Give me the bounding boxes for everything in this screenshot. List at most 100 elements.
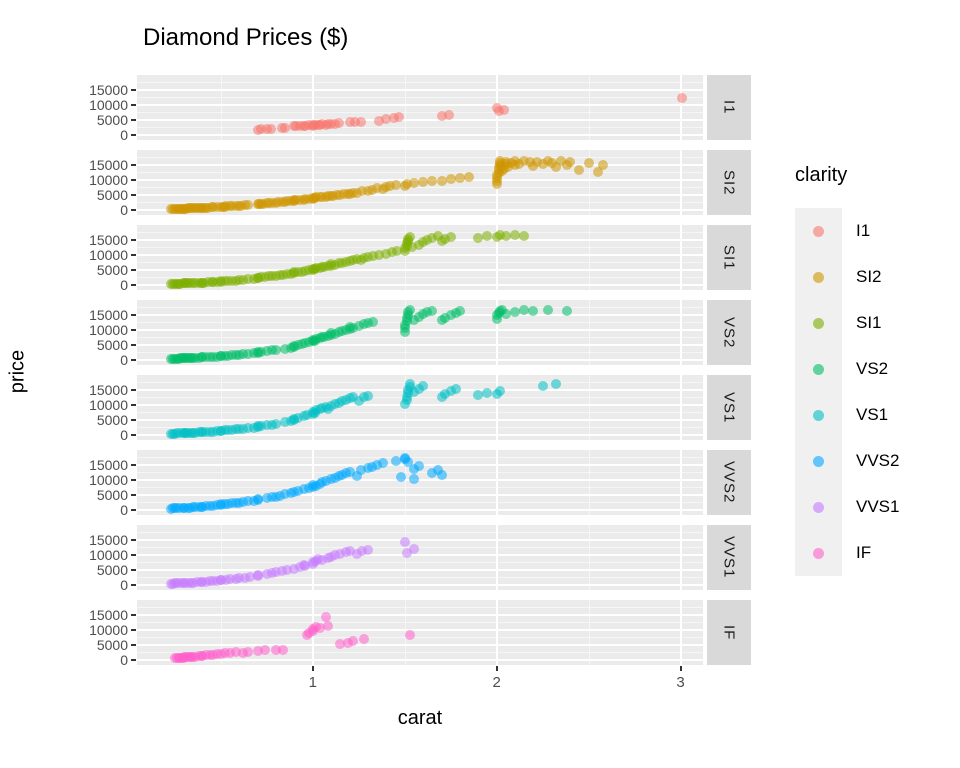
data-point xyxy=(677,92,688,103)
data-point xyxy=(421,235,432,245)
data-point xyxy=(357,546,368,557)
gridline-y-major xyxy=(137,194,703,196)
data-point xyxy=(366,184,377,195)
data-point xyxy=(372,183,383,194)
gridline-y-major xyxy=(137,329,703,331)
panel-si2 xyxy=(137,150,703,215)
data-point xyxy=(421,307,432,317)
data-point xyxy=(344,117,355,128)
gridline-x-minor xyxy=(588,600,590,665)
panel-i1 xyxy=(137,75,703,140)
gridline-y-major xyxy=(137,494,703,496)
panel-vvs1 xyxy=(137,525,703,590)
data-point xyxy=(440,389,451,400)
facet-strip-label: VVS1 xyxy=(720,536,738,579)
data-point xyxy=(451,383,462,394)
gridline-y-minor xyxy=(137,487,703,488)
facet-strip-vs2: VS2 xyxy=(707,300,751,365)
data-point xyxy=(510,229,521,240)
gridline-x-minor xyxy=(404,225,406,290)
y-axis-tick xyxy=(131,494,136,496)
y-axis-tick-label: 5000 xyxy=(96,336,128,353)
data-point xyxy=(252,570,263,581)
gridline-x-major xyxy=(679,450,682,515)
data-point xyxy=(271,567,282,578)
legend-item-label: VS2 xyxy=(856,359,889,378)
data-point xyxy=(256,124,267,134)
gridline-y-major xyxy=(137,209,703,211)
y-axis-tick xyxy=(131,239,136,241)
y-axis-tick xyxy=(131,584,136,586)
y-axis-tick xyxy=(131,329,136,331)
gridline-x-minor xyxy=(588,525,590,590)
data-point xyxy=(237,497,248,508)
data-point xyxy=(537,380,548,391)
data-point xyxy=(401,179,412,190)
data-point xyxy=(519,155,530,166)
y-axis-tick-label: 0 xyxy=(120,426,128,443)
gridline-y-major xyxy=(137,434,703,436)
y-axis-tick-label: 10000 xyxy=(89,171,128,188)
facet-strip-label: I1 xyxy=(720,100,738,115)
data-point xyxy=(239,572,250,583)
gridline-x-minor xyxy=(404,450,406,515)
data-point xyxy=(259,645,270,656)
gridline-x-minor xyxy=(588,150,590,215)
legend-item-label: VVS2 xyxy=(856,451,900,470)
data-point xyxy=(335,639,346,650)
y-axis-tick xyxy=(131,89,136,91)
gridline-x-major xyxy=(679,300,682,365)
facet-strip-label: IF xyxy=(720,624,738,641)
gridline-y-minor xyxy=(137,472,703,473)
data-point xyxy=(316,554,327,565)
gridline-x-minor xyxy=(220,375,222,440)
data-point xyxy=(510,306,521,317)
data-point xyxy=(556,156,567,167)
x-axis-tick xyxy=(679,666,682,671)
gridline-x-major xyxy=(311,225,314,290)
facet-strip-si1: SI1 xyxy=(707,225,751,290)
y-axis-tick xyxy=(131,419,136,421)
data-point xyxy=(427,175,438,186)
data-point xyxy=(362,391,373,401)
data-point xyxy=(215,574,226,585)
x-axis-tick-label: 3 xyxy=(676,674,685,691)
legend-key-dot xyxy=(813,225,824,237)
data-point xyxy=(368,317,379,328)
y-axis-tick xyxy=(131,644,136,646)
data-point xyxy=(399,537,410,548)
data-point xyxy=(373,250,384,260)
gridline-y-major xyxy=(137,584,703,586)
data-point xyxy=(418,380,429,391)
data-point xyxy=(377,457,388,468)
data-point xyxy=(519,305,530,316)
data-point xyxy=(388,113,399,124)
data-point xyxy=(390,180,401,191)
y-axis-tick xyxy=(131,314,136,316)
facet-strip-if: IF xyxy=(707,600,751,665)
data-point xyxy=(528,306,539,317)
y-axis-tick xyxy=(131,284,136,286)
gridline-x-major xyxy=(495,375,498,440)
data-point xyxy=(427,467,438,478)
data-point xyxy=(473,390,484,401)
panel-vvs2 xyxy=(137,450,703,515)
legend-key-dot xyxy=(813,501,824,513)
y-axis-tick xyxy=(131,434,136,436)
y-axis-tick xyxy=(131,659,136,661)
data-point xyxy=(271,645,282,656)
data-point xyxy=(265,123,276,134)
data-point xyxy=(408,464,419,475)
data-point xyxy=(396,472,407,483)
data-point xyxy=(280,489,291,500)
data-point xyxy=(583,158,594,169)
data-point xyxy=(293,485,304,496)
data-point xyxy=(454,173,465,184)
y-axis-tick-label: 10000 xyxy=(89,396,128,413)
gridline-y-major xyxy=(137,644,703,646)
data-point xyxy=(256,346,267,357)
legend-key-dot xyxy=(813,547,824,559)
data-point xyxy=(243,348,254,359)
y-axis-tick-label: 15000 xyxy=(89,306,128,323)
y-axis-tick-label: 15000 xyxy=(89,81,128,98)
